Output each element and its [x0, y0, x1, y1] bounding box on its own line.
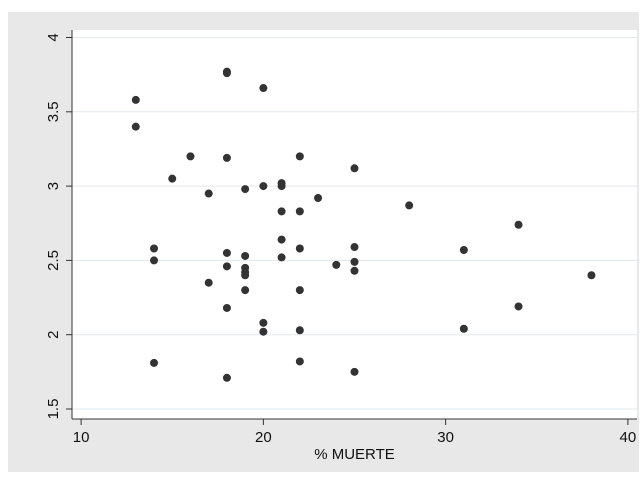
scatter-point [241, 286, 250, 295]
scatter-point [131, 95, 140, 104]
scatter-point [405, 201, 414, 210]
scatter-point [295, 286, 304, 295]
scatter-point [168, 174, 177, 183]
x-tick-label: 10 [73, 429, 90, 446]
scatter-point [222, 153, 231, 162]
scatter-point [259, 318, 268, 327]
scatter-point [241, 251, 250, 260]
scatter-point [150, 256, 159, 265]
ticks: 1.5 2 2.5 3 3.5 4 10 20 30 40 [45, 33, 636, 446]
scatter-point [514, 302, 523, 311]
scatter-point [587, 271, 596, 280]
scatter-point [186, 152, 195, 161]
scatter-point [514, 220, 523, 229]
x-tick-label: 40 [620, 429, 637, 446]
scatter-point [222, 262, 231, 271]
scatter-point [222, 373, 231, 382]
y-tick-label: 2.5 [45, 250, 62, 271]
scatter-point [222, 69, 231, 78]
scatter-point [204, 189, 213, 198]
y-tick-label: 3 [45, 182, 62, 190]
data-points [131, 67, 596, 382]
plot-area [72, 30, 637, 419]
scatter-point [314, 193, 323, 202]
scatter-point [277, 182, 286, 191]
scatter-point [332, 260, 341, 269]
scatter-point [295, 326, 304, 335]
scatter-point [350, 266, 359, 275]
scatter-point [150, 244, 159, 253]
scatter-point [131, 122, 140, 131]
y-tick-label: 1.5 [45, 399, 62, 420]
scatter-point [241, 185, 250, 194]
scatter-point [241, 271, 250, 280]
scatter-point [350, 257, 359, 266]
x-axis-title: % MUERTE [314, 446, 395, 463]
scatter-point [295, 152, 304, 161]
scatter-point [277, 207, 286, 216]
scatter-point [277, 235, 286, 244]
scatter-point [259, 84, 268, 93]
y-tick-label: 3.5 [45, 101, 62, 122]
scatter-point [277, 253, 286, 262]
scatter-point [259, 327, 268, 336]
scatter-point [222, 303, 231, 312]
x-tick-label: 20 [255, 429, 272, 446]
x-tick-label: 30 [437, 429, 454, 446]
scatter-point [295, 357, 304, 366]
scatter-point [150, 358, 159, 367]
scatter-point [350, 243, 359, 252]
scatter-point [204, 278, 213, 287]
scatter-point [459, 246, 468, 255]
scatter-point [259, 182, 268, 191]
scatter-point [222, 248, 231, 257]
axes [71, 30, 637, 420]
scatter-point [350, 164, 359, 173]
scatter-point [350, 367, 359, 376]
scatter-point [459, 324, 468, 333]
y-tick-label: 4 [45, 33, 62, 41]
scatter-point [295, 244, 304, 253]
scatter-point [295, 207, 304, 216]
y-tick-label: 2 [45, 331, 62, 339]
